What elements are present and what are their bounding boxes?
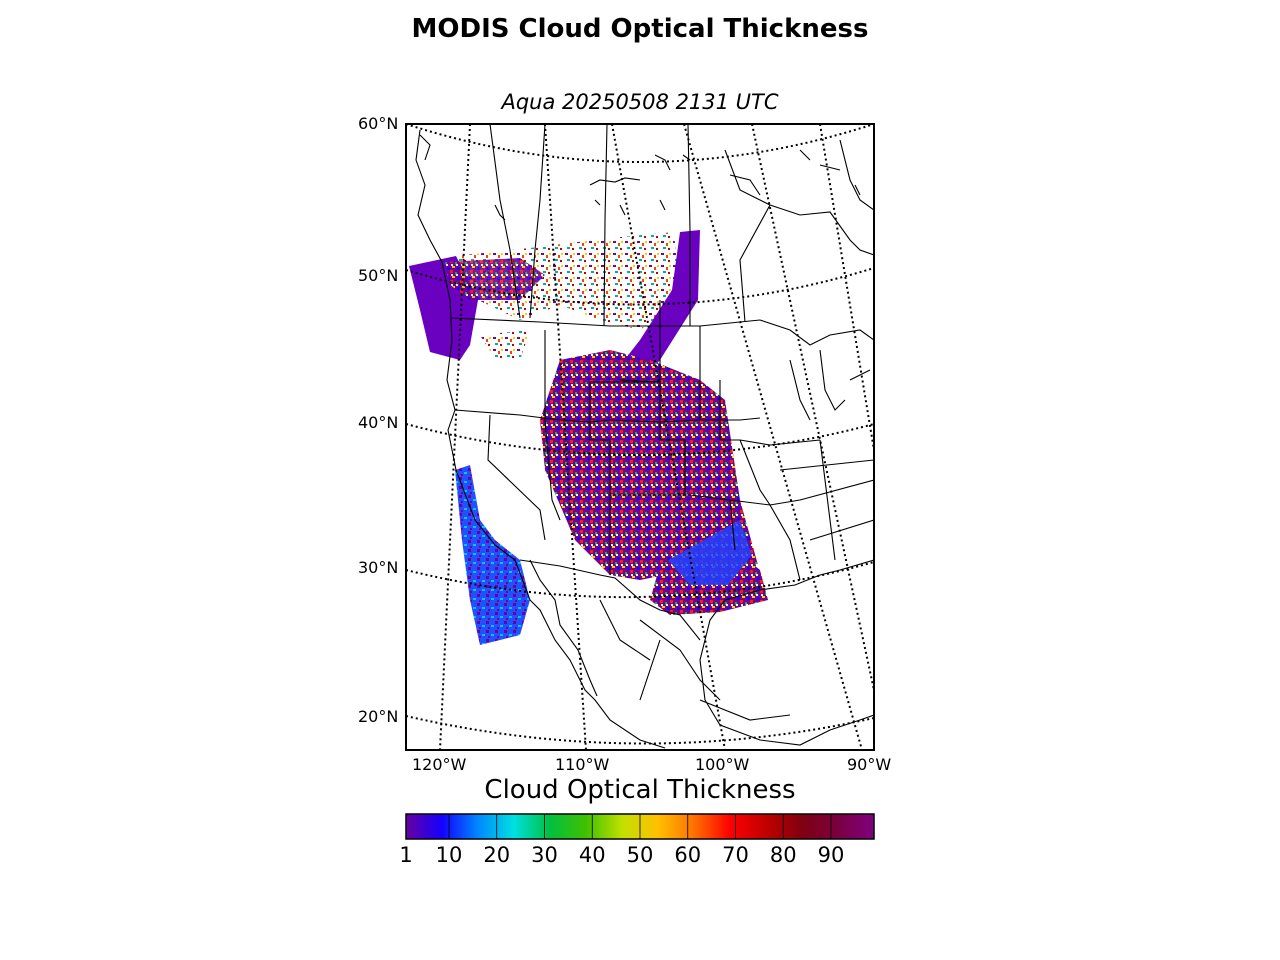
meridian-70w bbox=[819, 124, 874, 451]
east-canada-coast bbox=[839, 139, 874, 211]
mexico-state-lines bbox=[599, 599, 791, 721]
colorbar-tick-label: 1 bbox=[399, 843, 413, 867]
lat-label-20n: 20°N bbox=[358, 707, 399, 726]
parallel-40n bbox=[406, 423, 874, 456]
colorbar-tick-label: 20 bbox=[483, 843, 511, 867]
us-canada-border bbox=[451, 317, 761, 327]
swath-texas-blue bbox=[668, 520, 752, 585]
lon-label-120w: 120°W bbox=[412, 755, 467, 774]
figure-title: MODIS Cloud Optical Thickness bbox=[411, 14, 869, 44]
colorbar-tick-label: 40 bbox=[578, 843, 606, 867]
colorbar-tick-label: 80 bbox=[769, 843, 797, 867]
hudson-bay-coast bbox=[724, 149, 874, 256]
parallel-60n bbox=[406, 124, 874, 163]
graticule bbox=[406, 124, 874, 750]
pacific-coastline bbox=[415, 129, 666, 749]
great-lakes bbox=[759, 319, 874, 421]
colorbar-tick-label: 10 bbox=[435, 843, 463, 867]
swath-bc-coast bbox=[445, 258, 545, 300]
lat-label-50n: 50°N bbox=[358, 266, 399, 285]
us-state-lines bbox=[454, 300, 874, 581]
meridian-80w bbox=[751, 124, 874, 691]
meridian-90w bbox=[683, 124, 863, 750]
figure-subtitle: Aqua 20250508 2131 UTC bbox=[501, 90, 779, 114]
cloud-data-overlay bbox=[409, 230, 768, 645]
parallel-20n bbox=[406, 715, 874, 745]
coastlines-borders bbox=[415, 124, 874, 749]
arctic-islands bbox=[419, 134, 691, 221]
hudson-bay-islands bbox=[729, 149, 861, 196]
lon-label-90w: 90°W bbox=[847, 755, 892, 774]
lat-label-40n: 40°N bbox=[358, 413, 399, 432]
map-frame bbox=[405, 123, 875, 751]
swath-california bbox=[455, 465, 530, 645]
us-mexico-border bbox=[519, 559, 701, 641]
parallel-30n bbox=[406, 561, 874, 599]
parallel-50n bbox=[406, 267, 874, 306]
colorbar-tick-label: 60 bbox=[674, 843, 702, 867]
swath-canada-north bbox=[456, 232, 680, 330]
baja-peninsula bbox=[529, 559, 598, 697]
colorbar-tick-label: 70 bbox=[722, 843, 749, 867]
mexico-gulf-coast bbox=[699, 659, 874, 746]
colorbar-tick-label: 50 bbox=[626, 843, 654, 867]
canada-province-borders bbox=[489, 124, 771, 327]
lat-label-60n: 60°N bbox=[358, 114, 399, 133]
meridian-100w bbox=[611, 124, 726, 750]
swath-plains bbox=[540, 350, 758, 580]
swath-idaho bbox=[480, 330, 530, 360]
lon-label-110w: 110°W bbox=[555, 755, 610, 774]
colorbar-tick-label: 90 bbox=[817, 843, 845, 867]
lon-label-100w: 100°W bbox=[695, 755, 750, 774]
colorbar-tick-label: 30 bbox=[531, 843, 558, 867]
colorbar bbox=[405, 813, 875, 840]
colorbar-label: Cloud Optical Thickness bbox=[484, 775, 796, 805]
lat-label-30n: 30°N bbox=[358, 558, 399, 577]
